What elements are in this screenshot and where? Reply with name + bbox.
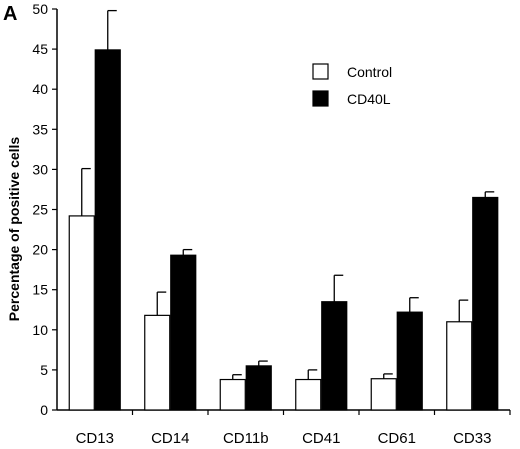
y-tick-label: 20 [32, 242, 48, 258]
bar-control-cd41 [295, 378, 322, 411]
x-category-label: CD61 [378, 430, 416, 447]
y-tick-label: 45 [32, 41, 48, 57]
bar-control-cd33 [446, 321, 473, 411]
plot-area: 0 5 10 15 20 25 30 35 40 45 50 CD13 CD14 CD11b CD41 CD6… [32, 1, 511, 447]
y-tick-label: 35 [32, 121, 48, 137]
y-tick-label: 15 [32, 282, 48, 298]
y-tick-label: 0 [40, 402, 48, 418]
legend-swatch-control [312, 63, 329, 80]
x-category-label: CD41 [302, 430, 340, 447]
bar-control-cd61 [370, 378, 397, 411]
y-axis-label: Percentage of positive cells [6, 137, 22, 322]
x-category-label: CD14 [151, 430, 189, 447]
x-category-label: CD11b [223, 430, 269, 447]
bar-cd40l-cd33 [472, 196, 499, 411]
y-tick-label: 40 [32, 81, 48, 97]
y-tick-label: 10 [32, 322, 48, 338]
y-tick-label: 30 [32, 161, 48, 177]
bar-control-cd13 [68, 215, 95, 411]
bar-control-cd14 [144, 314, 171, 411]
x-category-label: CD13 [76, 430, 114, 447]
legend: Control CD40L [312, 63, 392, 107]
bar-cd40l-cd14 [170, 254, 197, 411]
legend-label-control: Control [347, 64, 392, 80]
y-tick-label: 25 [32, 202, 48, 218]
y-tick-label: 5 [40, 362, 48, 378]
bar-control-cd11b [219, 378, 246, 411]
bar-cd40l-cd11b [245, 365, 272, 411]
bar-cd40l-cd13 [94, 49, 121, 411]
panel-label: A [3, 3, 17, 25]
legend-swatch-cd40l [312, 90, 329, 107]
bar-cd40l-cd61 [396, 311, 423, 411]
y-tick-label: 50 [32, 1, 48, 17]
x-category-label: CD33 [453, 430, 491, 447]
bar-cd40l-cd41 [321, 301, 348, 411]
legend-label-cd40l: CD40L [347, 91, 391, 107]
